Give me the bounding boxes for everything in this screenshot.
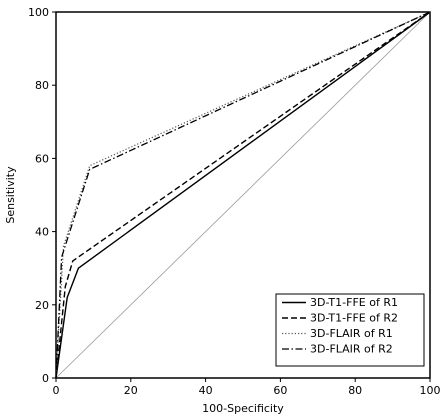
y-tick-label: 60 (35, 152, 49, 165)
legend-label: 3D-FLAIR of R1 (310, 327, 393, 340)
legend-label: 3D-T1-FFE of R1 (310, 296, 398, 309)
y-tick-label: 20 (35, 299, 49, 312)
tick-layer: 0 20 40 60 80 100 0 20 40 60 80 100 (28, 6, 440, 397)
y-tick-label: 0 (42, 372, 49, 385)
x-tick-label: 0 (53, 384, 60, 397)
plot-area-frame (55, 11, 431, 379)
legend: 3D-T1-FFE of R1 3D-T1-FFE of R2 3D-FLAIR o… (275, 293, 425, 367)
legend-label: 3D-T1-FFE of R2 (310, 312, 398, 325)
reference-diagonal-layer (55, 11, 431, 379)
series-layer (55, 11, 431, 379)
x-tick-label: 60 (273, 384, 287, 397)
legend-box (275, 293, 425, 367)
series-line-3 (55, 11, 431, 379)
y-tick-label: 40 (35, 226, 49, 239)
reference-diagonal-line (55, 11, 431, 379)
legend-label: 3D-FLAIR of R2 (310, 343, 393, 356)
x-axis-title: 100-Specificity (202, 402, 284, 415)
y-tick-label: 80 (35, 79, 49, 92)
x-tick-label: 20 (124, 384, 138, 397)
series-line-4 (55, 11, 431, 379)
x-tick-label: 80 (348, 384, 362, 397)
series-line-2 (55, 11, 431, 379)
x-tick-label: 100 (420, 384, 440, 397)
series-line-1 (55, 11, 431, 379)
y-tick-label: 100 (28, 6, 49, 19)
y-axis-title: Sensitivity (4, 166, 17, 224)
x-tick-label: 40 (199, 384, 213, 397)
